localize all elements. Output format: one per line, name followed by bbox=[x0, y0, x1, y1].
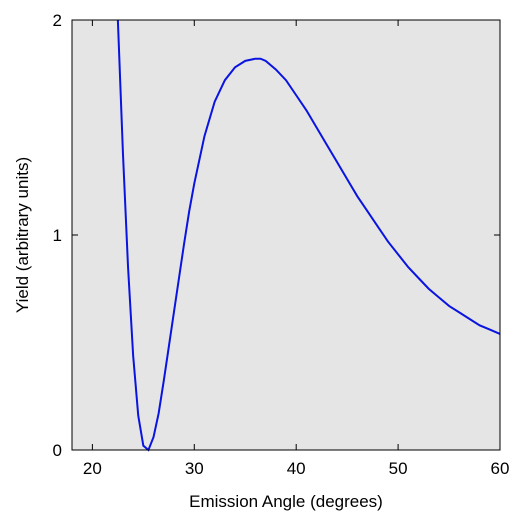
x-tick-label: 20 bbox=[83, 459, 102, 478]
x-tick-label: 40 bbox=[287, 459, 306, 478]
x-tick-label: 30 bbox=[185, 459, 204, 478]
axis-tick-labels: 20 30 40 50 60 0 1 2 bbox=[53, 11, 510, 478]
series-line bbox=[116, 19, 501, 452]
y-axis-title: Yield (arbitrary units) bbox=[13, 157, 32, 313]
plot-frame bbox=[71, 19, 501, 451]
x-axis-title: Emission Angle (degrees) bbox=[189, 492, 383, 511]
y-tick-label: 0 bbox=[53, 441, 62, 460]
plot-area bbox=[72, 20, 500, 450]
x-tick-label: 60 bbox=[491, 459, 510, 478]
x-tick-label: 50 bbox=[389, 459, 408, 478]
y-tick-label: 2 bbox=[53, 11, 62, 30]
y-tick-label: 1 bbox=[53, 226, 62, 245]
